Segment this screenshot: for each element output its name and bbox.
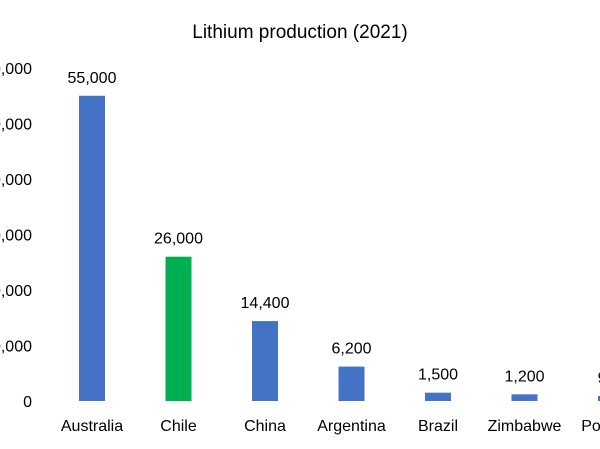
data-label: 6,200 (331, 341, 371, 358)
chart-title: Lithium production (2021) (192, 22, 407, 43)
y-tick-label: 0 (23, 394, 32, 411)
bar (598, 396, 600, 401)
data-labels: 55,000 26,000 14,400 6,200 1,500 1,200 900 (68, 70, 600, 387)
category-label: Argentina (317, 418, 386, 435)
bar (338, 366, 365, 401)
category-label: China (244, 418, 286, 435)
category-label: Zimbabwe (488, 418, 562, 435)
data-label: 1,500 (418, 367, 458, 384)
data-label: 55,000 (68, 70, 117, 87)
y-tick-label: 50,000 (0, 117, 32, 134)
data-label: 1,200 (504, 368, 544, 385)
bar (252, 321, 278, 401)
bar (79, 95, 105, 401)
bar (425, 392, 451, 401)
y-axis-tick-labels: 0 10,000 20,000 30,000 40,000 50,000 60,000 (0, 61, 32, 411)
data-label: 14,400 (241, 295, 290, 312)
y-tick-label: 10,000 (0, 339, 32, 356)
category-label: Portugal (581, 418, 600, 435)
bar (165, 256, 192, 401)
data-label: 900 (598, 370, 600, 387)
y-tick-label: 20,000 (0, 283, 32, 300)
y-tick-label: 60,000 (0, 61, 32, 78)
y-tick-label: 30,000 (0, 228, 32, 245)
category-label: Brazil (418, 418, 458, 435)
category-label: Australia (61, 418, 123, 435)
bars (79, 95, 600, 401)
bar (511, 394, 538, 401)
data-label: 26,000 (154, 231, 203, 248)
category-label: Chile (160, 418, 197, 435)
x-axis-category-labels: Australia Chile China Argentina Brazil Zimbab… (61, 418, 600, 435)
y-tick-label: 40,000 (0, 172, 32, 189)
